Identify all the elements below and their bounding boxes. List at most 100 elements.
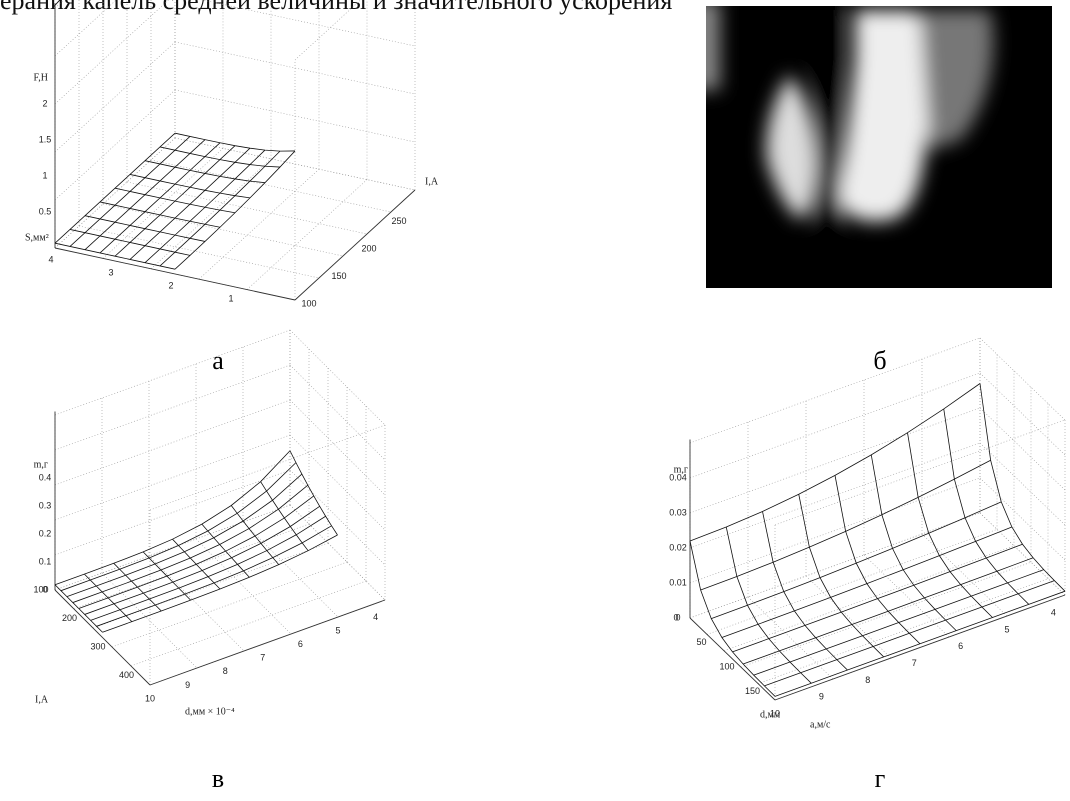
floor-grid — [130, 580, 367, 667]
floor-grid — [757, 578, 1049, 684]
z-tick-label: 2 — [42, 98, 47, 108]
x-axis-label: I,A — [35, 694, 49, 705]
z-tick-label: 1 — [42, 170, 47, 180]
surface-line — [66, 473, 303, 598]
wall-grid — [54, 41, 176, 153]
floor-grid — [54, 137, 176, 249]
wall-grid — [979, 372, 1066, 456]
floor-grid — [101, 572, 198, 669]
floor-grid — [102, 148, 224, 259]
y-tick-label: 6 — [298, 639, 303, 649]
y-axis-label: I,A — [425, 176, 439, 187]
surface-line — [174, 132, 296, 152]
wall-grid — [289, 434, 386, 531]
panel-label: б — [873, 346, 887, 375]
z-tick-label: 0 — [42, 584, 47, 594]
surface-line — [943, 408, 1030, 605]
wall-grid — [54, 0, 117, 57]
wall-grid — [689, 442, 981, 549]
x-tick-label: 50 — [696, 637, 706, 647]
y-tick-label: 4 — [1051, 608, 1056, 618]
y-tick-label: 5 — [1004, 624, 1009, 634]
wall-grid — [689, 372, 981, 479]
x-tick-label: 150 — [745, 686, 760, 696]
surface-line — [774, 590, 1066, 697]
x-tick-label: 200 — [62, 613, 77, 623]
wall-grid — [54, 329, 291, 416]
z-tick-label: 0.1 — [39, 556, 52, 566]
floor-grid — [242, 521, 339, 618]
surface-line — [174, 150, 296, 270]
y-tick-label: 5 — [335, 625, 340, 635]
surface-line — [72, 484, 309, 603]
y-tick-label: 7 — [260, 653, 265, 663]
panel-label: а — [212, 346, 224, 375]
floor-grid — [78, 225, 320, 279]
surface-line — [96, 525, 332, 627]
y-tick-label: 10 — [145, 693, 155, 703]
z-axis-label: m,г — [674, 464, 688, 475]
surface-line — [979, 383, 1066, 592]
wall-grid — [174, 89, 416, 143]
y-tick-label: 10 — [770, 708, 780, 718]
x-tick-label: 100 — [33, 584, 48, 594]
surface-line — [689, 383, 981, 542]
y-tick-label: 100 — [301, 298, 316, 308]
surface-line — [172, 538, 221, 590]
x-tick-label: 400 — [119, 670, 134, 680]
wall-grid — [289, 469, 386, 566]
z-tick-label: 0.01 — [669, 577, 687, 587]
x-tick-label: 1 — [228, 293, 233, 303]
wall-grid — [979, 407, 1066, 491]
y-axis-label: d,мм × 10⁻⁴ — [185, 706, 235, 717]
floor-grid — [289, 504, 386, 601]
x-axis-label: d,мм — [760, 709, 781, 720]
surface-line — [54, 450, 291, 586]
wall-grid — [289, 329, 386, 426]
floor-grid — [740, 561, 1032, 668]
wall-grid — [289, 364, 386, 461]
z-axis-label: m,г — [34, 459, 48, 470]
surface-line — [84, 505, 320, 615]
wall-grid — [979, 477, 1066, 561]
wall-grid — [54, 434, 291, 521]
axis-line — [54, 589, 151, 686]
z-tick-label: 0.5 — [39, 206, 52, 216]
floor-grid — [148, 555, 245, 652]
floor-grid — [126, 181, 368, 235]
surface-line — [102, 534, 338, 633]
floor-grid — [689, 512, 981, 619]
surface-line — [159, 146, 281, 168]
floor-grid — [246, 179, 368, 290]
floor-grid — [102, 203, 344, 257]
z-tick-label: 0.04 — [669, 472, 687, 482]
wall-grid — [54, 504, 291, 591]
floor-grid — [723, 545, 1015, 652]
surface-line — [129, 147, 251, 260]
floor-grid — [805, 575, 892, 659]
floor-grid — [198, 168, 320, 280]
y-tick-label: 9 — [185, 680, 190, 690]
floor-grid — [706, 529, 998, 635]
x-tick-label: 0 — [673, 612, 678, 622]
y-tick-label: 9 — [819, 692, 824, 702]
panel-label: в — [211, 764, 225, 793]
x-tick-label: 4 — [48, 254, 53, 264]
surface-line — [870, 454, 957, 631]
surface-line — [834, 475, 921, 645]
box-edge — [774, 419, 1066, 526]
surface-line — [907, 432, 993, 618]
surface-line — [144, 149, 266, 263]
surface-line — [159, 150, 281, 267]
surface-line — [230, 505, 280, 565]
surface-line — [201, 523, 250, 578]
surface-line — [90, 515, 326, 621]
axis-line — [774, 594, 1066, 701]
x-tick-label: 100 — [719, 662, 734, 672]
floor-grid — [150, 158, 272, 270]
z-tick-label: 0.3 — [39, 500, 52, 510]
header-text: ерания капель средней величины и значите… — [0, 0, 673, 15]
z-tick-label: 0 — [675, 612, 680, 622]
y-tick-label: 150 — [331, 271, 346, 281]
